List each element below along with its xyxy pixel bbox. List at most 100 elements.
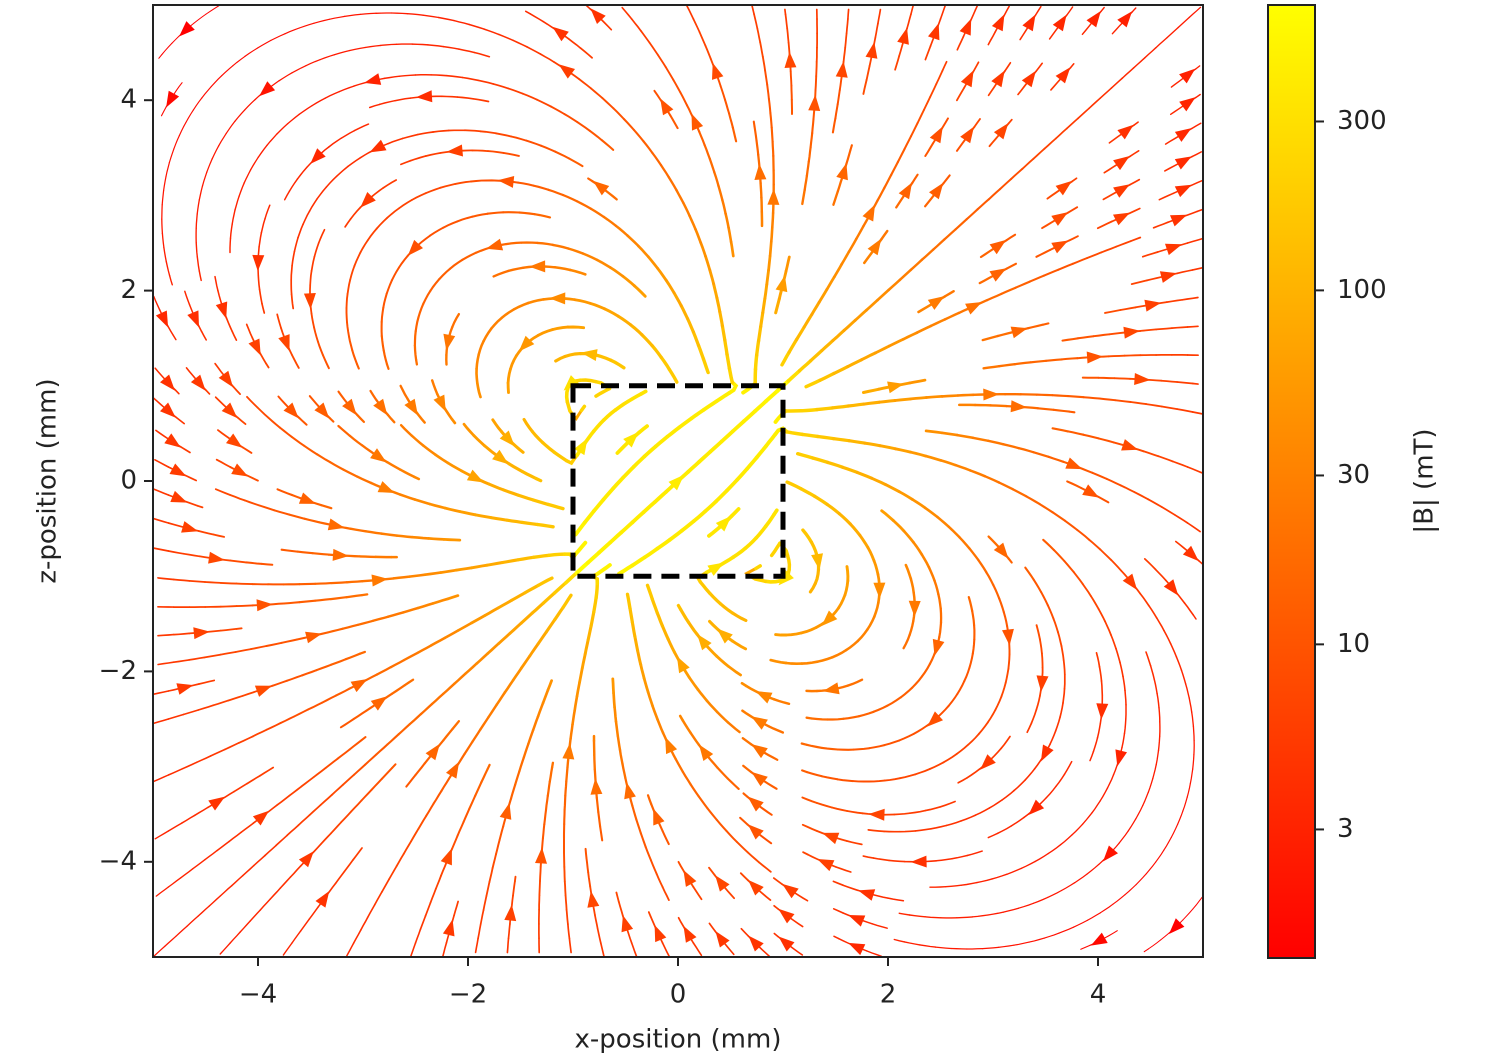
stream-arrow <box>342 398 357 416</box>
streamline <box>785 553 792 572</box>
streamline <box>727 226 733 244</box>
streamline <box>1160 405 1179 410</box>
stream-arrow <box>960 126 974 144</box>
streamline <box>906 13 912 30</box>
streamline <box>400 159 412 166</box>
streamline <box>998 597 1005 614</box>
streamline <box>168 274 174 286</box>
streamline <box>831 648 848 659</box>
streamline <box>1038 503 1054 514</box>
streamline <box>876 186 886 202</box>
streamline <box>1063 560 1075 574</box>
streamline <box>258 504 276 512</box>
streamline <box>887 897 905 902</box>
streamline <box>225 317 234 333</box>
streamline <box>786 27 790 44</box>
streamline <box>339 717 355 729</box>
streamline <box>867 829 885 833</box>
stream-arrow <box>440 848 452 866</box>
streamline <box>842 318 857 332</box>
streamline <box>356 475 373 485</box>
streamline <box>763 282 769 300</box>
streamline <box>342 468 359 478</box>
streamline <box>981 334 999 342</box>
streamline <box>719 429 735 444</box>
stream-arrow <box>665 737 678 755</box>
streamline <box>646 794 653 806</box>
streamline <box>153 774 170 782</box>
streamline <box>613 399 630 412</box>
streamline <box>1170 77 1185 88</box>
streamline <box>520 469 538 481</box>
streamline <box>571 709 576 726</box>
streamline <box>536 241 555 247</box>
streamline <box>185 109 194 124</box>
streamline <box>197 704 215 711</box>
stream-arrow <box>1036 675 1049 692</box>
streamline <box>371 615 390 622</box>
streamline <box>417 234 432 246</box>
streamline <box>1025 495 1041 506</box>
streamline <box>932 238 946 251</box>
stream-arrow <box>868 808 885 821</box>
streamline <box>594 353 613 362</box>
streamline <box>589 207 605 218</box>
streamline <box>337 390 349 405</box>
colorbar-label: |B| (mT) <box>1410 428 1440 533</box>
streamline <box>1067 206 1079 214</box>
streamline <box>330 821 342 835</box>
streamline <box>550 761 555 769</box>
streamline <box>650 859 658 875</box>
streamline <box>293 708 310 718</box>
streamline <box>840 465 859 474</box>
streamline <box>676 603 683 612</box>
streamline <box>539 53 555 63</box>
streamline <box>510 591 527 602</box>
streamline <box>702 399 719 412</box>
streamline <box>1098 397 1117 402</box>
streamline <box>270 33 286 41</box>
stream-arrow <box>504 904 517 922</box>
streamline <box>651 152 663 167</box>
streamline <box>353 123 370 132</box>
streamline <box>431 597 450 605</box>
streamline <box>832 908 844 914</box>
streamline <box>845 565 850 583</box>
streamline <box>597 811 602 828</box>
streamline <box>846 358 864 369</box>
streamline <box>232 55 246 67</box>
stream-arrow <box>370 448 387 463</box>
streamline <box>317 228 326 244</box>
streamline <box>715 296 722 314</box>
streamline <box>1060 645 1065 662</box>
streamline <box>833 935 840 940</box>
streamline <box>1121 67 1135 79</box>
streamline <box>494 132 513 138</box>
stream-arrow <box>252 254 265 272</box>
streamline <box>485 560 505 567</box>
streamline <box>1057 262 1074 271</box>
colorbar-tick-label: 100 <box>1337 275 1387 305</box>
streamline <box>667 367 679 384</box>
streamline <box>801 823 818 832</box>
streamline <box>414 316 420 333</box>
streamline <box>988 133 1001 148</box>
streamline <box>876 288 890 302</box>
streamline <box>1123 354 1142 357</box>
streamline <box>1071 823 1084 836</box>
streamline <box>810 717 829 721</box>
stream-arrow <box>369 139 387 153</box>
streamline <box>656 266 668 282</box>
streamline <box>546 679 553 691</box>
streamline <box>291 250 296 267</box>
streamline <box>259 898 272 911</box>
streamline <box>1047 455 1065 463</box>
streamline <box>830 806 849 812</box>
streamline <box>599 942 605 957</box>
streamline <box>943 311 961 321</box>
streamline <box>236 416 247 426</box>
streamline <box>564 385 570 404</box>
streamline <box>434 874 442 890</box>
streamline <box>375 216 389 230</box>
